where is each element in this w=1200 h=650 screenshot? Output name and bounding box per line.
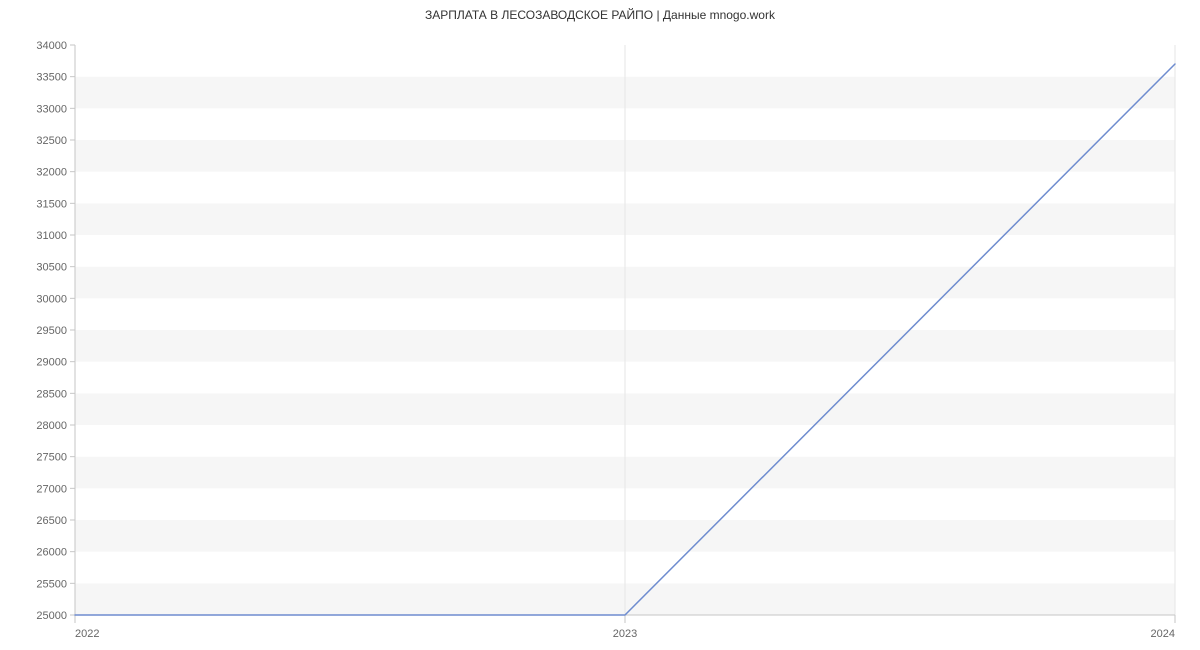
svg-text:30000: 30000 [36,293,67,305]
svg-text:2023: 2023 [613,628,637,640]
svg-text:25500: 25500 [36,578,67,590]
svg-text:28500: 28500 [36,388,67,400]
chart-title: ЗАРПЛАТА В ЛЕСОЗАВОДСКОЕ РАЙПО | Данные … [0,8,1200,22]
svg-text:32500: 32500 [36,135,67,147]
svg-text:34000: 34000 [36,40,67,52]
svg-text:31500: 31500 [36,198,67,210]
chart-svg: 25000 25500 26000 26500 27000 27500 28000 28500… [0,0,1200,650]
svg-text:32000: 32000 [36,167,67,179]
svg-text:30500: 30500 [36,262,67,274]
svg-text:28000: 28000 [36,420,67,432]
svg-text:26000: 26000 [36,547,67,559]
svg-text:27500: 27500 [36,452,67,464]
svg-text:2022: 2022 [75,628,99,640]
svg-text:31000: 31000 [36,230,67,242]
svg-text:33000: 33000 [36,103,67,115]
svg-text:25000: 25000 [36,610,67,622]
svg-text:2024: 2024 [1151,628,1175,640]
svg-text:27000: 27000 [36,483,67,495]
svg-text:33500: 33500 [36,72,67,84]
salary-chart: ЗАРПЛАТА В ЛЕСОЗАВОДСКОЕ РАЙПО | Данные … [0,0,1200,650]
svg-text:29500: 29500 [36,325,67,337]
svg-text:29000: 29000 [36,357,67,369]
svg-text:26500: 26500 [36,515,67,527]
